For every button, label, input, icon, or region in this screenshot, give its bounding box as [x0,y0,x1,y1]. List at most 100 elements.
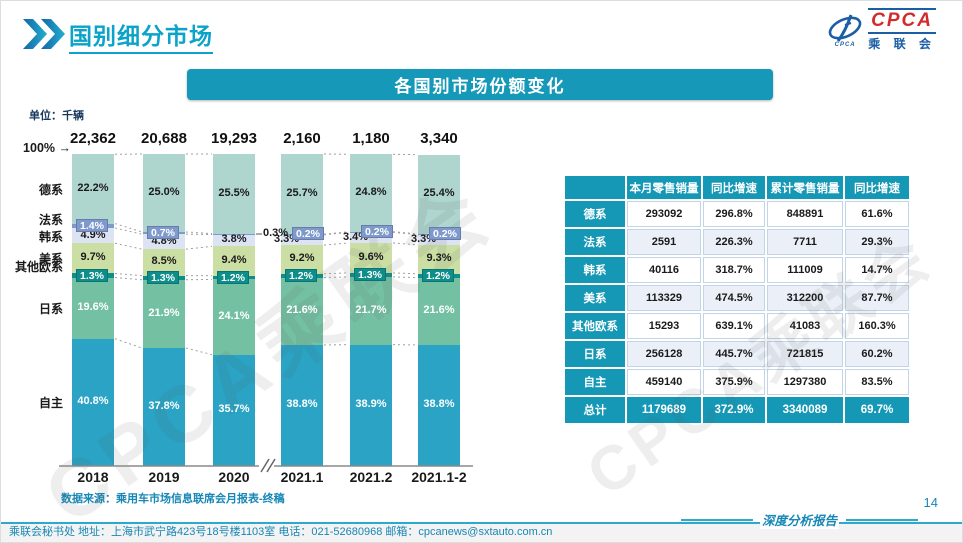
cell-韩系-2: 111009 [767,257,843,283]
x-axis-label-2020: 2020 [218,469,250,485]
unit-label: 单位：千辆 [29,110,84,122]
table-row-总计: 总计 1179689 372.9% 3340089 69.7% [565,397,909,423]
cell-其他欧系-3: 160.3% [845,313,909,339]
footer-contact-info: 乘联会秘书处 地址：上海市武宁路423号18号楼1103室 电话：021-526… [1,524,962,542]
table-row-其他欧系: 其他欧系 15293 639.1% 41083 160.3% [565,313,909,339]
series-label-韩系: 韩系 [38,229,63,244]
table-row-韩系: 韩系 40116 318.7% 111009 14.7% [565,257,909,283]
cell-其他欧系-2: 41083 [767,313,843,339]
series-label-法系: 法系 [38,212,63,227]
series-label-其他欧系: 其他欧系 [14,259,63,274]
cell-自主-0: 459140 [627,369,701,395]
table-row-日系: 日系 256128 445.7% 721815 60.2% [565,341,909,367]
bar-2020-segment-自主 [213,354,255,466]
series-label-日系: 日系 [38,302,63,317]
table-header-2: 同比增速 [703,176,765,199]
x-axis-label-2019: 2019 [148,469,180,485]
pct-label-2018-自主: 40.8% [77,395,109,408]
cpca-logo-swoosh-icon: CPCA [825,13,865,48]
pct-label-2021.1-其他欧系: 1.2% [285,268,317,282]
pct-label-2020-韩系: 3.8% [221,233,247,246]
cell-德系-3: 61.6% [845,201,909,227]
cell-总计-1: 372.9% [703,397,765,423]
pct-label-2020-德系: 25.5% [218,186,250,199]
cell-美系-3: 87.7% [845,285,909,311]
x-axis-label-2021.1: 2021.1 [280,469,324,485]
table-row-美系: 美系 113329 474.5% 312200 87.7% [565,285,909,311]
bar-total-2021.1: 2,160 [283,130,321,147]
bar-total-2020: 19,293 [211,130,257,147]
bar-2020-segment-日系 [213,279,255,355]
bar-2019-segment-德系 [143,154,185,232]
pct-label-2020-法系: 0.3% [263,227,289,240]
bar-2019-segment-日系 [143,279,185,349]
pct-label-2018-德系: 22.2% [77,181,109,194]
report-label: 深度分析报告 [759,510,839,529]
bar-2018-segment-德系 [72,154,114,224]
pct-label-2021.1-2-其他欧系: 1.2% [422,268,454,282]
data-source-note: 数据来源：乘用车市场信息联席会月报表-终稿 [61,493,285,505]
cell-德系-1: 296.8% [703,201,765,227]
cell-日系-1: 445.7% [703,341,765,367]
table-row-法系: 法系 2591 226.3% 7711 29.3% [565,229,909,255]
table-header-4: 同比增速 [845,176,909,199]
footer-divider [1,522,962,524]
bar-2021.1-segment-自主 [281,344,323,466]
x-axis-label-2021.1-2: 2021.1-2 [411,469,467,485]
table-header-3: 累计零售销量 [767,176,843,199]
bar-2021.1-2-segment-日系 [418,277,460,345]
bar-2021.2-segment-美系 [350,242,392,273]
page-number: 14 [923,495,938,510]
bar-2021.2-segment-德系 [350,154,392,232]
bar-2021.2-segment-自主 [350,344,392,466]
series-label-自主: 自主 [38,396,63,411]
row-label-德系: 德系 [565,201,625,227]
pct-label-2019-自主: 37.8% [148,400,180,413]
cell-韩系-0: 40116 [627,257,701,283]
pct-label-2019-美系: 8.5% [151,255,177,268]
cpca-chinese-name: 乘 联 会 [868,37,936,51]
bar-total-2021.2: 1,180 [352,130,390,147]
cell-德系-2: 848891 [767,201,843,227]
bar-2019-segment-自主 [143,348,185,466]
series-label-美系: 美系 [38,252,63,267]
cell-德系-0: 293092 [627,201,701,227]
pct-label-2018-法系: 1.4% [76,218,108,232]
cell-其他欧系-0: 15293 [627,313,701,339]
bar-2020-segment-法系 [213,233,255,235]
pct-label-2018-日系: 19.6% [77,301,109,314]
market-data-table: 本月零售销量 同比增速 累计零售销量 同比增速 德系 293092 296.8% 848891… [563,174,911,425]
cell-美系-2: 312200 [767,285,843,311]
cell-日系-2: 721815 [767,341,843,367]
cell-法系-2: 7711 [767,229,843,255]
pct-label-2021.1-2-自主: 38.8% [423,398,455,411]
row-label-日系: 日系 [565,341,625,367]
cell-日系-3: 60.2% [845,341,909,367]
pct-label-2021.2-其他欧系: 1.3% [354,267,386,281]
bar-2018-segment-韩系 [72,227,114,244]
pct-label-2021.2-日系: 21.7% [355,303,387,316]
report-label-strip: 深度分析报告 [680,510,918,529]
table-header-row: 本月零售销量 同比增速 累计零售销量 同比增速 [565,176,909,199]
table-row-德系: 德系 293092 296.8% 848891 61.6% [565,201,909,227]
pct-label-2021.1-2-法系: 0.2% [429,227,461,241]
pct-label-2021.1-2-德系: 25.4% [423,187,455,200]
pct-label-2019-其他欧系: 1.3% [147,270,179,284]
pct-label-2020-美系: 9.4% [221,254,247,267]
cell-韩系-3: 14.7% [845,257,909,283]
bar-2021.1-segment-日系 [281,277,323,345]
cell-法系-0: 2591 [627,229,701,255]
table-corner-cell [565,176,625,199]
pct-label-2021.2-法系: 0.2% [361,225,393,238]
axis-100-percent-label: 100% → [23,141,71,155]
cpca-logo-caption: CPCA [834,41,856,48]
pct-label-2021.1-德系: 25.7% [286,187,318,200]
pct-label-2021.1-法系: 0.2% [292,227,324,241]
cell-美系-0: 113329 [627,285,701,311]
table-row-自主: 自主 459140 375.9% 1297380 83.5% [565,369,909,395]
bar-2021.1-2-segment-德系 [418,154,460,234]
pct-label-2020-其他欧系: 1.2% [217,270,249,284]
pct-label-2021.1-2-日系: 21.6% [423,304,455,317]
row-label-美系: 美系 [565,285,625,311]
cell-其他欧系-1: 639.1% [703,313,765,339]
